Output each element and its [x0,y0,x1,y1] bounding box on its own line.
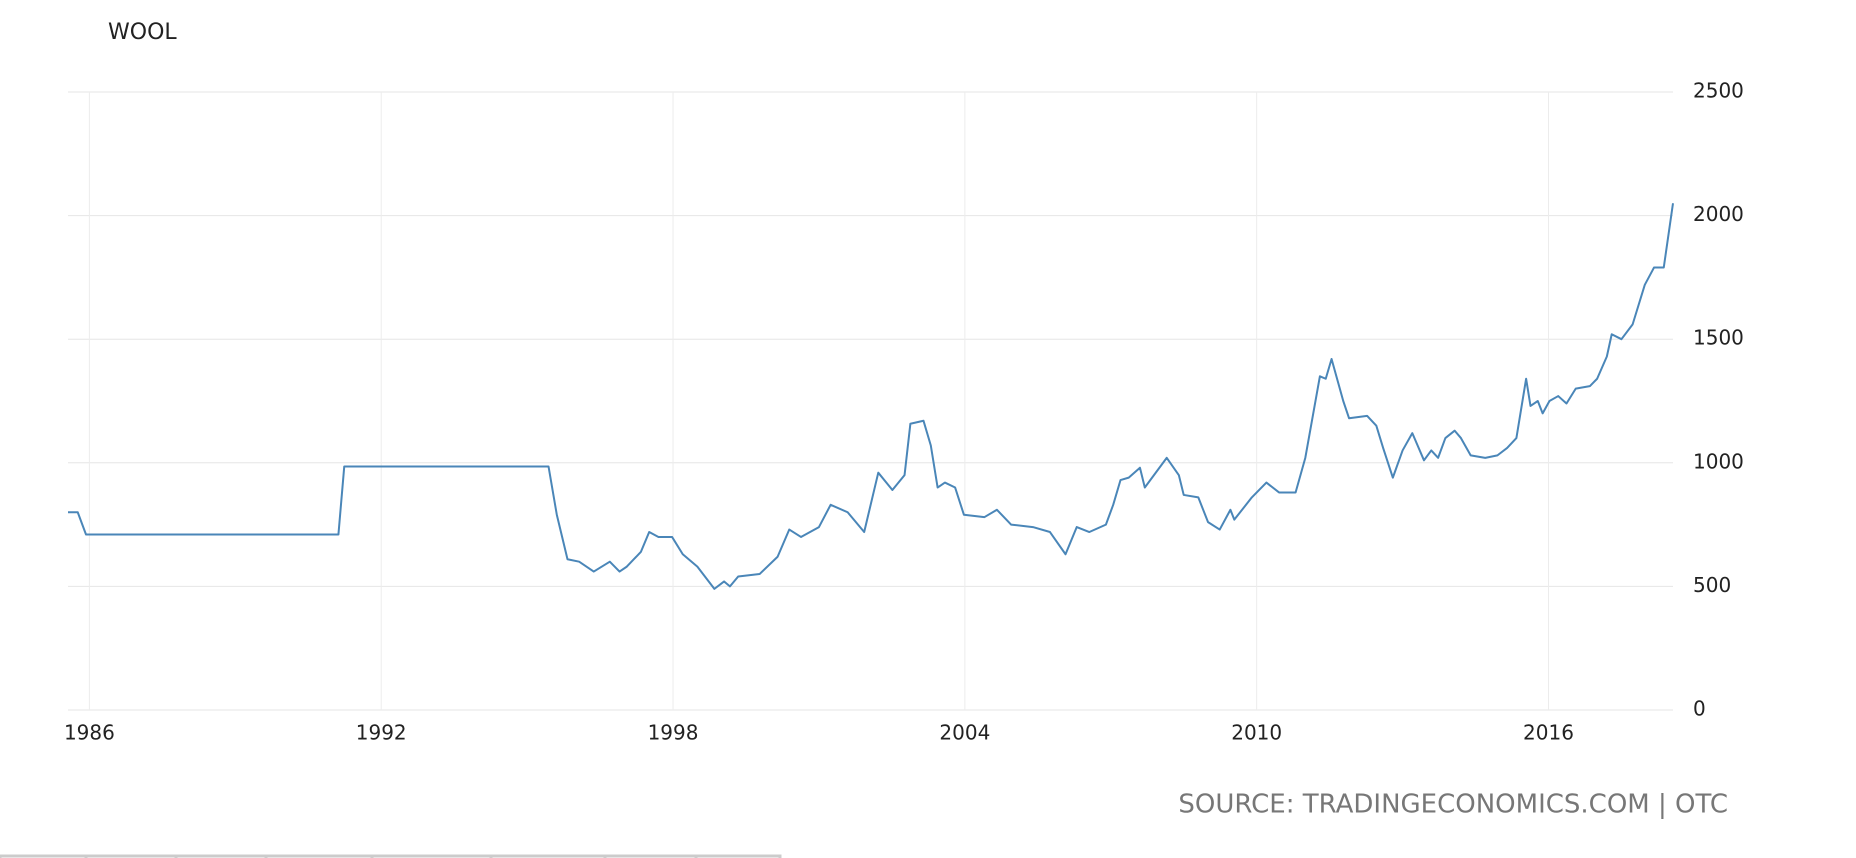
chart-title: WOOL [108,20,177,45]
tab[interactable] [174,854,268,858]
y-tick-label: 500 [1693,573,1731,597]
y-tick-label: 2500 [1693,79,1744,103]
x-tick-label: 1986 [64,721,115,745]
tab[interactable] [264,854,374,858]
y-tick-label: 1000 [1693,449,1744,473]
x-tick-label: 2010 [1231,721,1282,745]
x-tick-label: 2004 [939,721,990,745]
tab[interactable] [84,854,178,858]
x-tick-label: 1998 [648,721,699,745]
tab[interactable] [603,854,698,858]
tab[interactable] [0,854,88,858]
x-tick-label: 2016 [1523,721,1574,745]
y-tick-label: 1500 [1693,326,1744,350]
tabs [0,854,782,858]
x-tick-label: 1992 [356,721,407,745]
tab[interactable] [489,854,607,858]
y-tick-label: 0 [1693,697,1706,721]
y-tick-label: 2000 [1693,202,1744,226]
tab[interactable] [370,854,493,858]
source: SOURCE: TRADINGECONOMICS.COM | OTC [1178,790,1728,820]
tab[interactable] [694,854,782,858]
data-line [68,203,1674,590]
